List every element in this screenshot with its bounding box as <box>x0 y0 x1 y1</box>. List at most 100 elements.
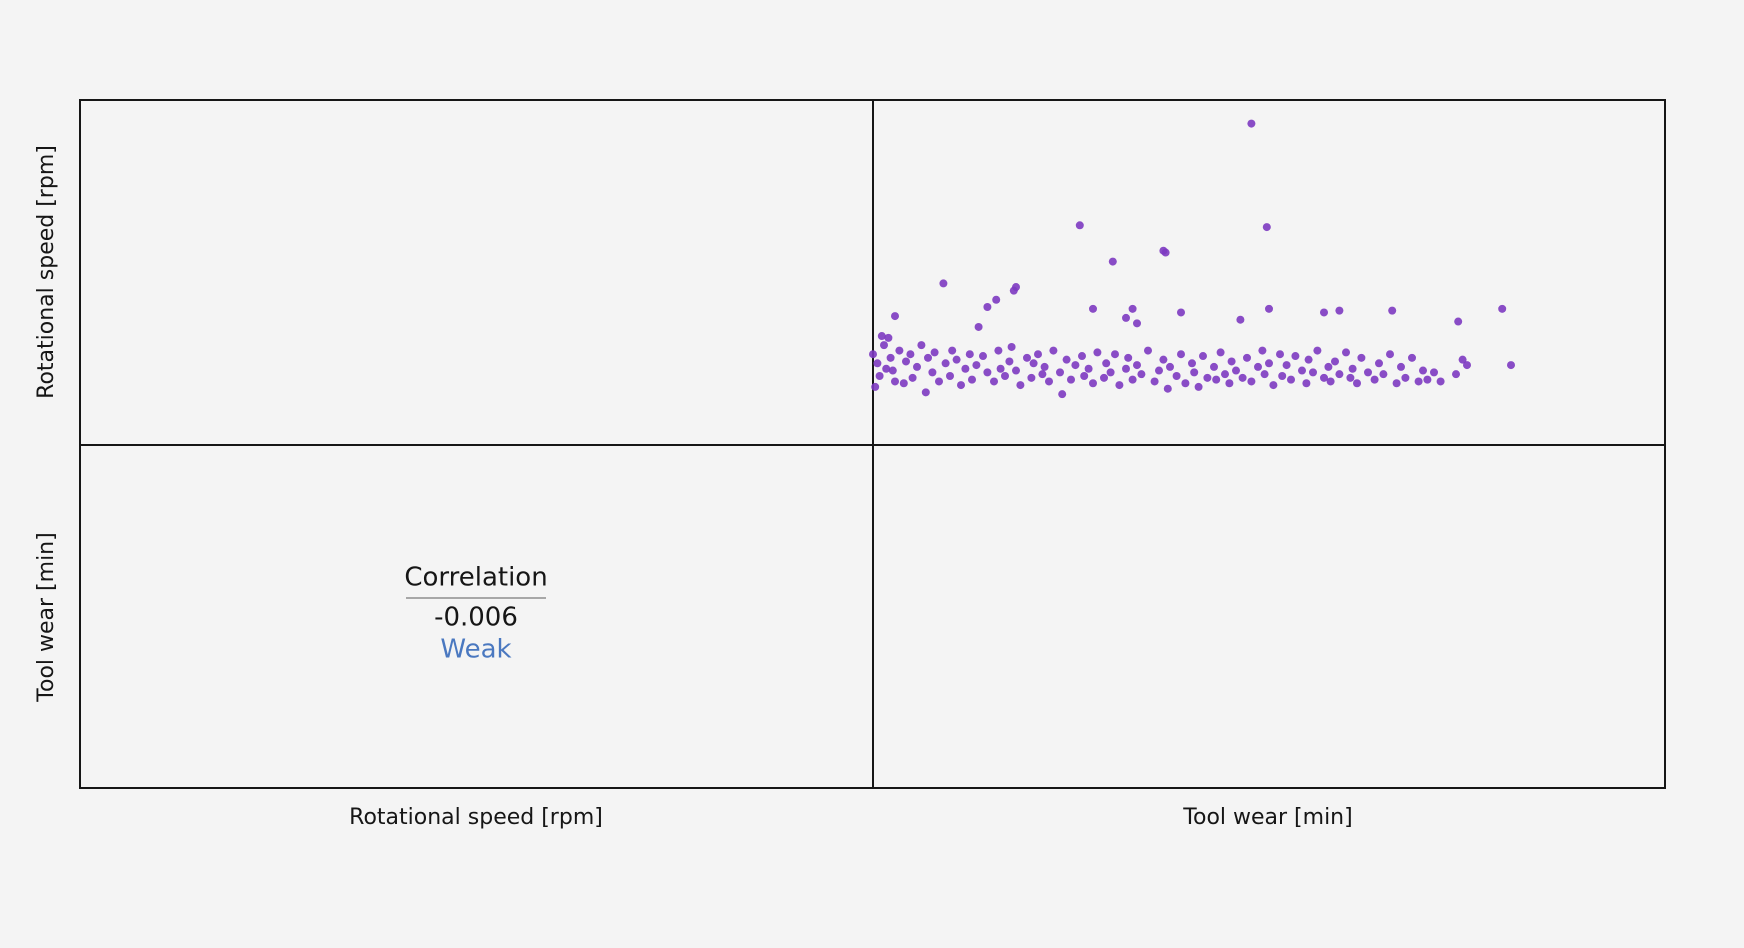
point <box>1005 357 1014 366</box>
point <box>996 364 1005 373</box>
point <box>1100 373 1108 382</box>
scatter-points <box>869 119 1515 399</box>
point <box>1498 304 1507 313</box>
point <box>1122 313 1130 322</box>
point <box>1144 346 1152 355</box>
point <box>1375 359 1383 368</box>
point <box>1364 368 1372 377</box>
point <box>1159 355 1168 364</box>
point <box>1353 379 1361 388</box>
point <box>992 295 1001 304</box>
point <box>1216 348 1225 357</box>
point <box>1001 372 1009 380</box>
point <box>979 352 987 361</box>
point <box>899 379 908 388</box>
point <box>1089 379 1097 388</box>
point <box>1326 377 1335 386</box>
point <box>906 350 915 359</box>
point <box>1128 304 1137 313</box>
point <box>1106 368 1115 377</box>
point <box>968 375 976 384</box>
point <box>972 361 981 370</box>
point <box>871 382 880 391</box>
point <box>1302 379 1311 388</box>
point <box>1075 221 1084 230</box>
point <box>902 357 910 366</box>
point <box>908 373 917 382</box>
point <box>1309 368 1317 377</box>
point <box>1221 370 1229 379</box>
point <box>1227 357 1236 366</box>
point <box>1463 361 1471 370</box>
point <box>1335 370 1344 379</box>
point <box>1236 315 1245 324</box>
point <box>880 341 888 350</box>
point <box>1258 346 1267 355</box>
col-label: Tool wear [min] <box>1182 805 1352 830</box>
point <box>1122 364 1130 373</box>
point <box>1056 368 1064 377</box>
point <box>1078 352 1086 361</box>
point <box>1163 384 1172 393</box>
point <box>1194 382 1203 391</box>
point <box>891 312 899 321</box>
point <box>1133 319 1141 328</box>
point <box>1181 379 1190 388</box>
point <box>1161 248 1170 257</box>
point <box>1247 119 1256 128</box>
point <box>930 348 939 357</box>
point <box>1111 350 1119 359</box>
point <box>1155 366 1163 375</box>
point <box>1331 357 1339 366</box>
point <box>1298 366 1306 375</box>
point <box>888 366 897 375</box>
point <box>891 377 899 386</box>
point <box>1027 373 1036 382</box>
point <box>1040 362 1049 371</box>
correlation-value: -0.006 <box>434 603 518 633</box>
point <box>1016 381 1025 390</box>
point <box>1089 304 1097 313</box>
point <box>1128 375 1137 384</box>
point <box>1177 308 1185 317</box>
point <box>1423 375 1432 384</box>
point <box>917 341 926 350</box>
point <box>1282 361 1291 370</box>
point <box>1012 366 1020 375</box>
point <box>884 333 893 342</box>
point <box>961 364 970 373</box>
point <box>1320 308 1328 317</box>
point <box>1093 348 1102 357</box>
point <box>1034 350 1042 359</box>
point <box>1335 306 1344 315</box>
point <box>1058 390 1067 399</box>
point <box>1254 362 1262 371</box>
point <box>1247 377 1256 386</box>
correlation-title: Correlation <box>404 563 547 593</box>
point <box>974 322 983 331</box>
point <box>1238 373 1247 382</box>
point <box>1084 364 1093 373</box>
point <box>1386 350 1394 359</box>
point <box>1379 370 1388 379</box>
point <box>1397 362 1405 371</box>
point <box>1102 359 1111 368</box>
point <box>1357 353 1366 362</box>
point <box>1342 348 1350 357</box>
point <box>1370 375 1379 384</box>
point <box>1324 362 1333 371</box>
point <box>869 350 877 359</box>
point <box>1436 377 1445 386</box>
point <box>935 377 943 386</box>
point <box>1278 372 1287 380</box>
point <box>1023 353 1031 362</box>
point <box>1166 362 1174 371</box>
point <box>1009 286 1018 295</box>
point <box>1067 375 1075 384</box>
point <box>1137 370 1146 379</box>
point <box>965 350 974 359</box>
point <box>913 362 921 371</box>
point <box>924 353 932 362</box>
point <box>948 346 957 355</box>
point <box>1172 372 1181 380</box>
